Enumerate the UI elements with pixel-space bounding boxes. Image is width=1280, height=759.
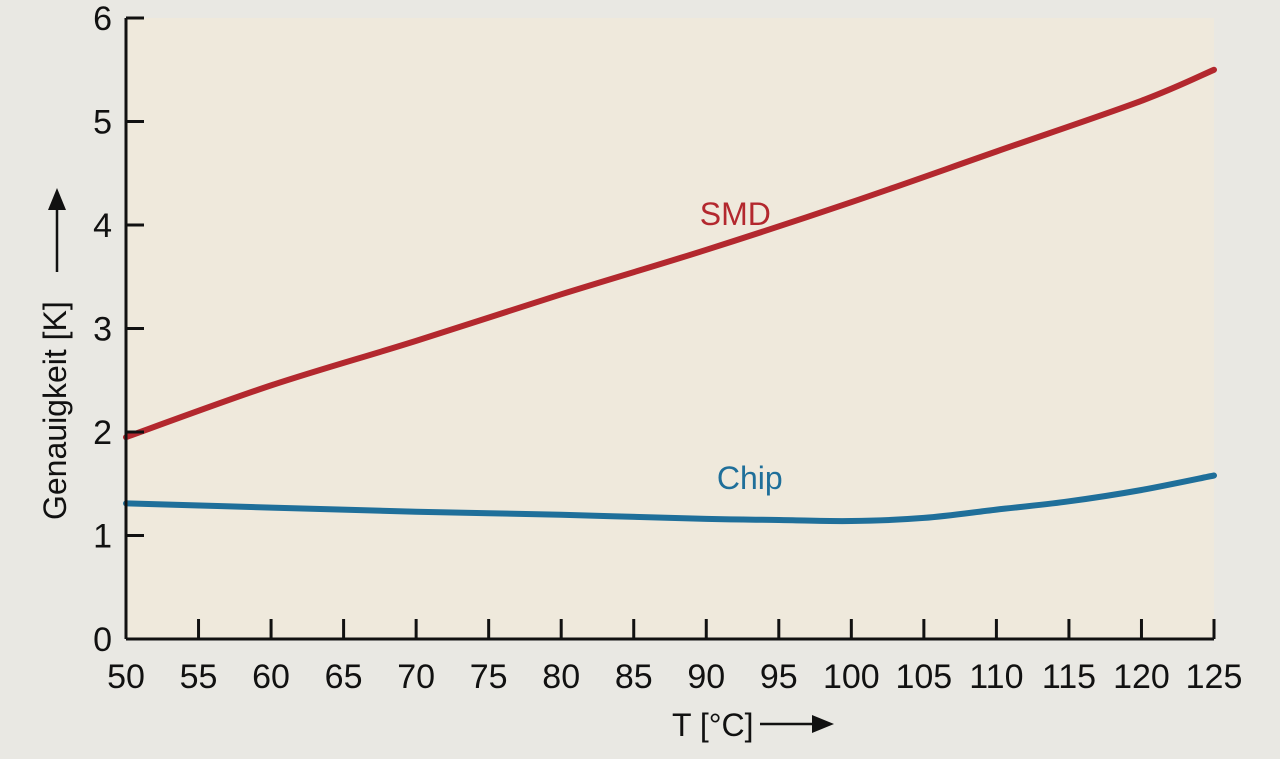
x-tick-label-105: 105 (895, 658, 952, 696)
y-tick-label-0: 0 (93, 621, 112, 659)
x-tick-label-110: 110 (969, 658, 1023, 696)
y-axis-arrow-icon (48, 188, 66, 272)
series-label-smd: SMD (700, 196, 771, 232)
series-line-smd (123, 66, 1217, 441)
y-tick-label-1: 1 (93, 518, 112, 556)
y-tick-label-2: 2 (93, 414, 112, 452)
y-axis-title: Genauigkeit [K] (37, 188, 73, 520)
series-label-chip: Chip (717, 460, 783, 496)
x-tick-label-50: 50 (107, 658, 145, 696)
x-tick-label-60: 60 (252, 658, 290, 696)
x-tick-label-95: 95 (760, 658, 798, 696)
y-tick-label-5: 5 (93, 104, 112, 142)
x-tick-label-75: 75 (470, 658, 508, 696)
x-axis-label: T [°C] (672, 707, 754, 743)
plot-area-background (126, 18, 1214, 639)
x-tick-label-115: 115 (1042, 658, 1096, 696)
x-tick-label-85: 85 (615, 658, 653, 696)
x-tick-label-65: 65 (325, 658, 363, 696)
x-tick-label-100: 100 (823, 658, 880, 696)
x-tick-label-90: 90 (687, 658, 725, 696)
x-axis-arrow-icon (760, 715, 834, 733)
y-tick-label-3: 3 (93, 311, 112, 349)
x-tick-label-80: 80 (542, 658, 580, 696)
series-line-chip (123, 472, 1217, 525)
y-tick-label-4: 4 (93, 207, 112, 245)
y-axis-label: Genauigkeit [K] (37, 301, 73, 520)
x-tick-label-55: 55 (180, 658, 218, 696)
x-tick-label-70: 70 (397, 658, 435, 696)
y-tick-label-6: 6 (93, 0, 112, 38)
x-tick-label-125: 125 (1186, 658, 1243, 696)
x-axis-title: T [°C] (672, 707, 834, 743)
x-tick-label-120: 120 (1113, 658, 1170, 696)
